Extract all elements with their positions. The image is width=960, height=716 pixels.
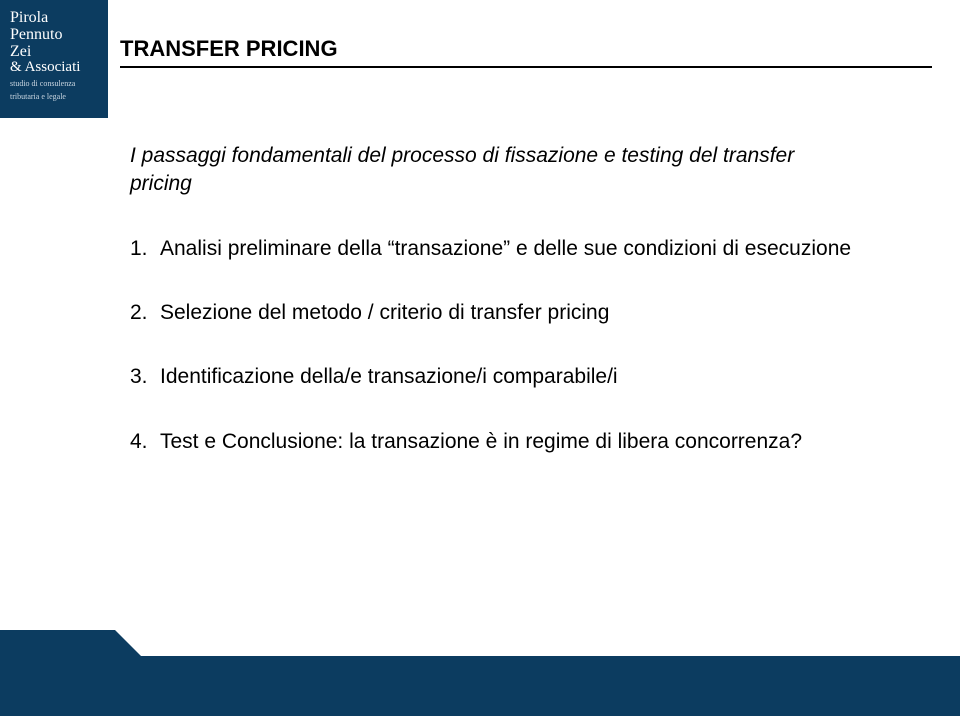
list-item: 1. Analisi preliminare della “transazion…	[130, 235, 860, 263]
item-text: Analisi preliminare della “transazione” …	[160, 235, 860, 263]
footer-bar	[0, 656, 960, 716]
logo-line: & Associati	[10, 60, 98, 76]
item-text: Selezione del metodo / criterio di trans…	[160, 299, 860, 327]
item-number: 3.	[130, 363, 160, 391]
content-area: I passaggi fondamentali del processo di …	[130, 142, 860, 492]
item-text: Identificazione della/e transazione/i co…	[160, 363, 860, 391]
item-number: 2.	[130, 299, 160, 327]
logo-line: Pennuto	[10, 27, 98, 44]
intro-text: I passaggi fondamentali del processo di …	[130, 142, 860, 199]
list-item: 3. Identificazione della/e transazione/i…	[130, 363, 860, 391]
item-number: 1.	[130, 235, 160, 263]
footer-accent-shape	[0, 630, 115, 656]
list-item: 2. Selezione del metodo / criterio di tr…	[130, 299, 860, 327]
logo-subtitle: tributaria e legale	[10, 92, 98, 102]
list-item: 4. Test e Conclusione: la transazione è …	[130, 428, 860, 456]
slide: Pirola Pennuto Zei & Associati studio di…	[0, 0, 960, 716]
item-text: Test e Conclusione: la transazione è in …	[160, 428, 860, 456]
title-rule	[120, 66, 932, 68]
logo-subtitle: studio di consulenza	[10, 79, 98, 89]
brand-logo: Pirola Pennuto Zei & Associati studio di…	[0, 0, 108, 118]
page-title: TRANSFER PRICING	[120, 36, 338, 62]
item-number: 4.	[130, 428, 160, 456]
logo-line: Pirola	[10, 10, 98, 27]
logo-line: Zei	[10, 44, 98, 61]
